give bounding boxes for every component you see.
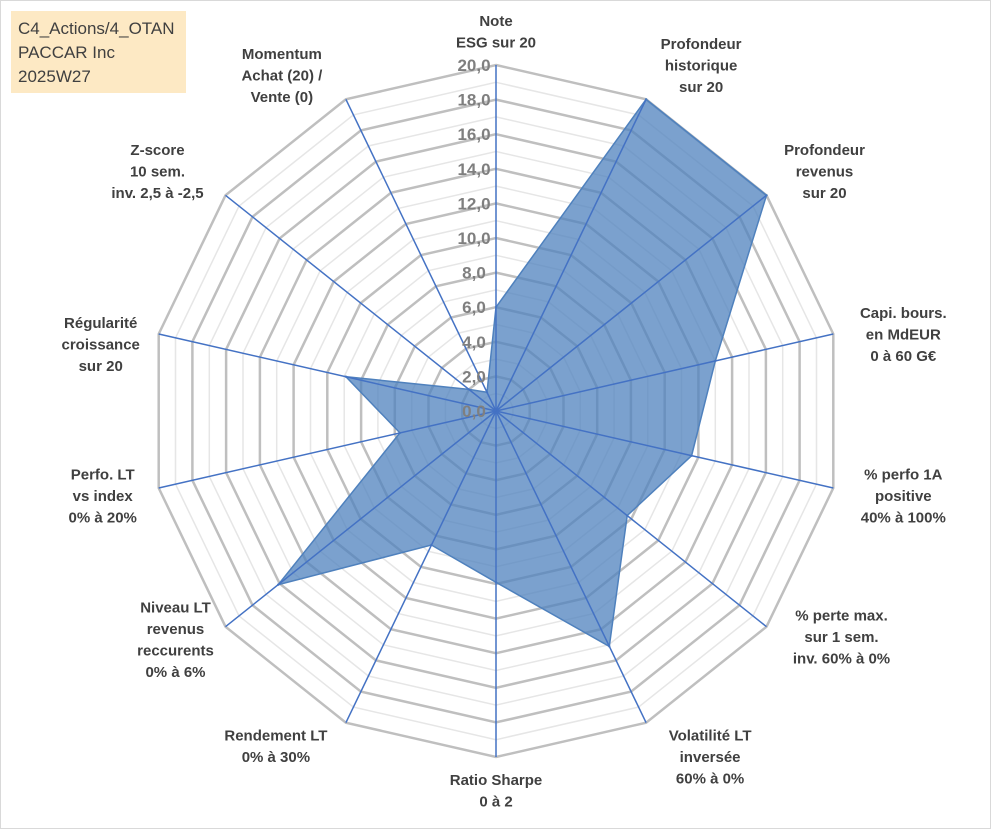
- info-line-portfolio: C4_Actions/4_OTAN: [18, 19, 175, 38]
- axis-label-line: 0% à 30%: [242, 749, 310, 766]
- axis-label: Niveau LT revenus reccurents 0% à 6%: [137, 600, 214, 682]
- axis-label-line: sur 20: [802, 185, 846, 202]
- axis-label-line: Régularité: [64, 315, 137, 332]
- axis-label-line: 0 à 2: [479, 794, 512, 811]
- axis-label: Régularité croissance sur 20: [62, 315, 140, 375]
- radar-tick-labels: 0,0 2,0 4,0 6,0 8,0 10,0 12,0 14,0 16,0 18,0 20,0: [457, 56, 490, 421]
- axis-label-line: 0 à 60 G€: [870, 348, 937, 365]
- axis-label: Profondeur historique sur 20: [661, 36, 742, 96]
- axis-label-line: inv. 2,5 à -2,5: [111, 185, 203, 202]
- axis-label-line: Profondeur: [661, 36, 742, 53]
- axis-label-line: revenus: [796, 163, 854, 180]
- axis-label-line: 0% à 6%: [145, 664, 205, 681]
- axis-spoke: [495, 410, 767, 628]
- radar-axis-labels: Note ESG sur 20 Profondeur historique sur 20…: [62, 13, 947, 811]
- axis-spoke: [495, 98, 647, 412]
- info-line-week: 2025W27: [18, 67, 91, 86]
- r-tick-label: 18,0: [457, 91, 490, 110]
- axis-label-line: ESG sur 20: [456, 35, 536, 52]
- axis-label: Volatilité LT inversée 60% à 0%: [669, 728, 752, 788]
- axis-label-line: % perfo 1A: [864, 467, 943, 484]
- axis-label-line: Profondeur: [784, 142, 865, 159]
- axis-label-line: sur 1 sem.: [804, 629, 878, 646]
- axis-label-line: Achat (20) /: [241, 67, 323, 84]
- axis-label: Perfo. LT vs index 0% à 20%: [69, 467, 137, 527]
- axis-spoke: [495, 410, 647, 724]
- axis-label-line: Niveau LT: [140, 600, 211, 617]
- axis-label-line: Ratio Sharpe: [450, 772, 543, 789]
- axis-label-line: inv. 60% à 0%: [793, 651, 890, 668]
- axis-label-line: revenus: [147, 621, 205, 638]
- axis-label-line: croissance: [62, 336, 140, 353]
- axis-spoke: [345, 410, 497, 724]
- radar-spokes: [158, 65, 834, 757]
- axis-label-line: Volatilité LT: [669, 728, 752, 745]
- axis-label: % perfo 1A positive 40% à 100%: [861, 467, 946, 527]
- axis-label: Z-score 10 sem. inv. 2,5 à -2,5: [111, 142, 203, 202]
- axis-spoke: [225, 194, 497, 412]
- axis-label: Ratio Sharpe 0 à 2: [450, 772, 543, 811]
- axis-label-line: sur 20: [679, 79, 723, 96]
- axis-label-line: historique: [665, 57, 738, 74]
- axis-label-line: % perte max.: [795, 608, 888, 625]
- axis-label-line: 40% à 100%: [861, 510, 946, 527]
- axis-label-line: Capi. bours.: [860, 305, 947, 322]
- axis-label: Profondeur revenus sur 20: [784, 142, 865, 202]
- axis-label-line: vs index: [73, 488, 134, 505]
- axis-label: Momentum Achat (20) / Vente (0): [241, 46, 323, 106]
- axis-label-line: positive: [875, 488, 932, 505]
- axis-label: Note ESG sur 20: [456, 13, 536, 52]
- axis-spoke: [495, 333, 834, 412]
- r-tick-label: 12,0: [457, 194, 490, 213]
- axis-label-line: Z-score: [130, 142, 184, 159]
- axis-label-line: 0% à 20%: [69, 510, 137, 527]
- axis-label: Capi. bours. en MdEUR 0 à 60 G€: [860, 305, 947, 365]
- axis-label-line: Vente (0): [251, 89, 314, 106]
- axis-label-line: Perfo. LT: [71, 467, 135, 484]
- axis-label-line: sur 20: [79, 358, 123, 375]
- axis-label-line: en MdEUR: [866, 326, 941, 343]
- axis-label-line: Note: [479, 13, 512, 30]
- axis-spoke: [345, 98, 497, 412]
- axis-label-line: reccurents: [137, 643, 214, 660]
- r-tick-label: 4,0: [462, 333, 486, 352]
- axis-spoke: [495, 194, 767, 412]
- axis-label-line: Momentum: [242, 46, 322, 63]
- axis-label-line: 10 sem.: [130, 163, 185, 180]
- r-tick-label: 2,0: [462, 367, 486, 386]
- axis-spoke: [225, 410, 497, 628]
- axis-label-line: inversée: [680, 749, 741, 766]
- r-tick-label: 0,0: [462, 402, 486, 421]
- axis-label-line: Rendement LT: [224, 728, 327, 745]
- r-tick-label: 8,0: [462, 264, 486, 283]
- r-tick-label: 10,0: [457, 229, 490, 248]
- axis-label-line: 60% à 0%: [676, 771, 744, 788]
- axis-spoke: [158, 333, 497, 412]
- r-tick-label: 6,0: [462, 298, 486, 317]
- axis-label: Rendement LT 0% à 30%: [224, 728, 327, 767]
- info-line-company: PACCAR Inc: [18, 43, 115, 62]
- info-box: C4_Actions/4_OTAN PACCAR Inc 2025W27: [11, 11, 186, 93]
- r-tick-label: 16,0: [457, 125, 490, 144]
- axis-spoke: [158, 410, 497, 489]
- axis-label: % perte max. sur 1 sem. inv. 60% à 0%: [793, 608, 890, 668]
- r-tick-label: 14,0: [457, 160, 490, 179]
- axis-spoke: [495, 410, 834, 489]
- r-tick-label: 20,0: [457, 56, 490, 75]
